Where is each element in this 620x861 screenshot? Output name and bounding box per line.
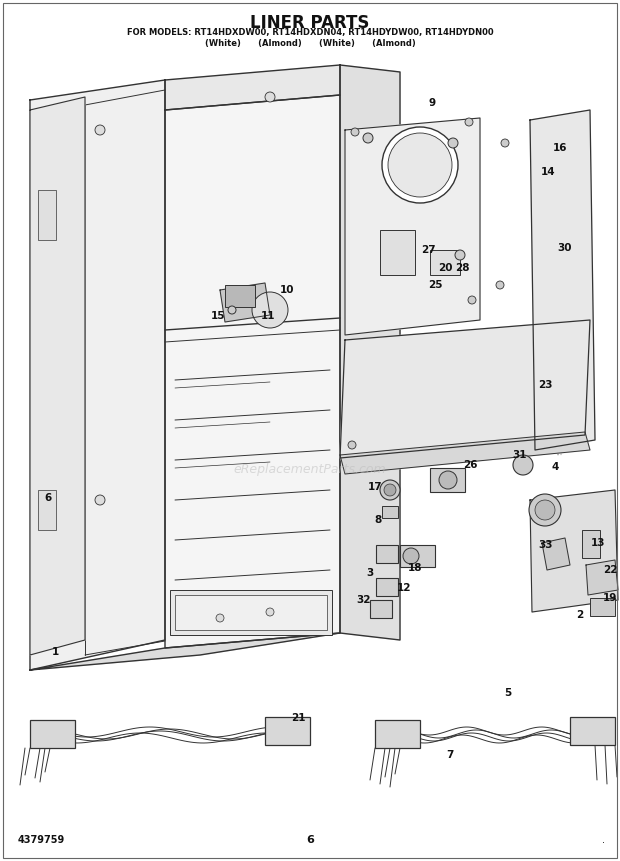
Bar	[430, 468, 465, 492]
Bar	[170, 590, 332, 635]
Text: 13: 13	[591, 538, 605, 548]
Text: eReplacementParts.com: eReplacementParts.com	[234, 463, 386, 476]
Circle shape	[468, 296, 476, 304]
Polygon shape	[340, 320, 590, 458]
Bar	[38, 490, 56, 530]
Polygon shape	[530, 110, 595, 450]
Bar	[570, 717, 615, 745]
Circle shape	[380, 480, 400, 500]
Polygon shape	[530, 490, 618, 612]
Circle shape	[265, 92, 275, 102]
Polygon shape	[542, 538, 570, 570]
Text: 32: 32	[356, 595, 371, 605]
Circle shape	[496, 281, 504, 289]
Text: 30: 30	[558, 243, 572, 253]
Text: 8: 8	[374, 515, 382, 525]
Text: 2: 2	[577, 610, 583, 620]
Bar	[430, 250, 460, 275]
Text: 31: 31	[513, 450, 527, 460]
Text: 25: 25	[428, 280, 442, 290]
Bar	[590, 598, 615, 616]
Text: 4379759: 4379759	[18, 835, 65, 845]
Text: 3: 3	[366, 568, 374, 578]
Circle shape	[403, 548, 419, 564]
Polygon shape	[30, 97, 85, 655]
Circle shape	[455, 250, 465, 260]
Polygon shape	[340, 432, 590, 474]
Text: 27: 27	[421, 245, 435, 255]
Circle shape	[228, 306, 236, 314]
Bar	[225, 285, 255, 307]
Text: 26: 26	[463, 460, 477, 470]
Circle shape	[448, 138, 458, 148]
Polygon shape	[165, 65, 340, 110]
Circle shape	[382, 127, 458, 203]
Circle shape	[348, 441, 356, 449]
Text: 10: 10	[280, 285, 294, 295]
Circle shape	[501, 139, 509, 147]
Text: LINER PARTS: LINER PARTS	[250, 14, 370, 32]
Bar	[380, 230, 415, 275]
Polygon shape	[30, 633, 340, 670]
Text: 7: 7	[446, 750, 454, 760]
Text: 9: 9	[428, 98, 436, 108]
Text: 21: 21	[291, 713, 305, 723]
Circle shape	[216, 614, 224, 622]
Circle shape	[513, 455, 533, 475]
Text: 11: 11	[261, 311, 275, 321]
Bar	[30, 720, 75, 748]
Bar	[375, 720, 420, 748]
Polygon shape	[30, 80, 165, 670]
Circle shape	[266, 608, 274, 616]
Bar	[175, 595, 327, 630]
Bar	[265, 717, 310, 745]
Circle shape	[252, 292, 288, 328]
Polygon shape	[165, 95, 340, 648]
Text: 33: 33	[539, 540, 553, 550]
Polygon shape	[340, 65, 400, 640]
Circle shape	[529, 494, 561, 526]
Polygon shape	[220, 283, 270, 322]
Bar	[370, 600, 392, 618]
Bar	[400, 545, 435, 567]
Circle shape	[363, 133, 373, 143]
Text: 23: 23	[538, 380, 552, 390]
Text: 19: 19	[603, 593, 617, 603]
Text: .: .	[602, 835, 605, 845]
Text: 1: 1	[51, 647, 59, 657]
Polygon shape	[345, 118, 480, 335]
Text: 22: 22	[603, 565, 618, 575]
Text: 14: 14	[541, 167, 556, 177]
Circle shape	[384, 484, 396, 496]
Circle shape	[439, 471, 457, 489]
Bar	[382, 506, 398, 518]
Circle shape	[351, 128, 359, 136]
Polygon shape	[586, 560, 618, 595]
Circle shape	[388, 133, 452, 197]
Bar	[376, 545, 398, 563]
Text: 17: 17	[368, 482, 383, 492]
Circle shape	[535, 500, 555, 520]
Text: (White)      (Almond)      (White)      (Almond): (White) (Almond) (White) (Almond)	[205, 39, 415, 48]
Text: 6: 6	[45, 493, 51, 503]
Text: 5: 5	[505, 688, 511, 698]
Text: 16: 16	[553, 143, 567, 153]
Text: 4: 4	[551, 462, 559, 472]
Text: 12: 12	[397, 583, 411, 593]
Bar	[376, 578, 398, 596]
Circle shape	[95, 125, 105, 135]
Circle shape	[465, 118, 473, 126]
Bar	[582, 530, 600, 558]
Text: 15: 15	[211, 311, 225, 321]
Text: 28: 28	[454, 263, 469, 273]
Text: 6: 6	[306, 835, 314, 845]
Text: 20: 20	[438, 263, 452, 273]
Bar	[38, 190, 56, 240]
Text: 18: 18	[408, 563, 422, 573]
Circle shape	[95, 495, 105, 505]
Text: FOR MODELS: RT14HDXDW00, RT14HDXDN04, RT14HDYDW00, RT14HDYDN00: FOR MODELS: RT14HDXDW00, RT14HDXDN04, RT…	[126, 28, 494, 37]
